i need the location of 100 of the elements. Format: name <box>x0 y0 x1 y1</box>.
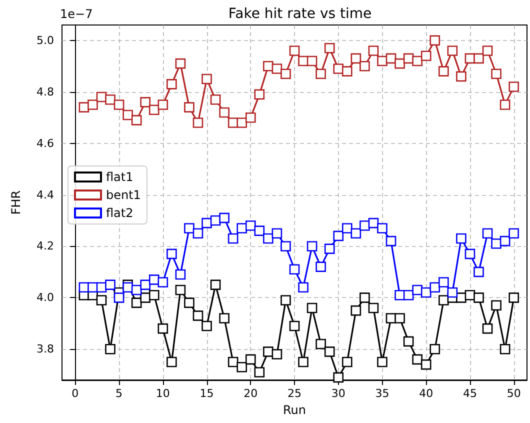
point <box>272 349 282 360</box>
y-tick-label: 4.6 <box>36 136 54 150</box>
point <box>316 338 326 350</box>
x-tick-label: 20 <box>244 387 258 400</box>
point <box>105 344 116 354</box>
point <box>474 53 484 64</box>
point <box>245 220 256 231</box>
y-tick-label: 4.4 <box>36 188 54 202</box>
point <box>350 53 362 64</box>
point <box>289 264 300 275</box>
point <box>394 58 405 69</box>
point <box>114 292 124 303</box>
x-tick-label: 45 <box>462 387 477 400</box>
point <box>377 223 388 234</box>
x-tick-label: 10 <box>156 387 170 400</box>
point <box>360 220 370 231</box>
point <box>289 320 300 332</box>
point <box>122 282 133 293</box>
point <box>333 64 344 74</box>
point <box>394 290 405 300</box>
point <box>474 292 484 303</box>
point <box>342 356 352 368</box>
point <box>114 100 124 110</box>
x-tick-label: 30 <box>331 387 346 400</box>
point <box>430 35 440 46</box>
point <box>420 287 432 298</box>
point <box>342 66 352 76</box>
point <box>192 228 204 239</box>
point <box>184 298 194 308</box>
x-tick-label: 5 <box>116 387 123 400</box>
point <box>412 56 422 66</box>
point <box>482 228 493 239</box>
point <box>263 61 274 72</box>
point <box>192 118 204 128</box>
point <box>210 280 221 290</box>
point <box>219 212 230 224</box>
point <box>482 46 493 56</box>
point <box>377 356 388 368</box>
chart-title: Fake hit rate vs time <box>228 6 372 22</box>
point <box>272 228 282 239</box>
point <box>202 320 212 332</box>
point <box>403 290 414 300</box>
point <box>280 68 291 80</box>
x-tick-label: 35 <box>375 387 390 400</box>
point <box>148 274 160 285</box>
point <box>158 323 168 334</box>
point <box>158 277 168 288</box>
point <box>184 223 194 234</box>
point <box>245 112 256 123</box>
point <box>324 244 335 254</box>
point <box>140 97 150 108</box>
point <box>316 68 326 80</box>
point <box>377 56 388 66</box>
point <box>88 282 98 293</box>
x-axis-title: Run <box>282 403 306 417</box>
point <box>333 372 344 383</box>
point <box>158 100 168 110</box>
legend-label: flat1 <box>106 170 134 184</box>
point <box>456 233 466 244</box>
point <box>368 302 379 314</box>
point <box>500 100 510 110</box>
point <box>438 66 449 76</box>
point <box>166 356 177 368</box>
point <box>148 290 160 300</box>
point <box>105 280 116 290</box>
point <box>403 336 414 347</box>
point <box>342 223 352 234</box>
point <box>175 269 186 280</box>
point <box>350 228 362 239</box>
point <box>272 64 282 74</box>
point <box>333 230 344 242</box>
point <box>491 300 502 311</box>
point <box>360 61 370 72</box>
point <box>148 104 160 116</box>
text: 1e−7 <box>60 7 93 21</box>
point <box>500 344 510 354</box>
point <box>360 292 370 303</box>
point <box>316 262 326 272</box>
y-axis-title: FHR <box>9 190 23 215</box>
point <box>263 233 274 244</box>
point <box>306 241 318 252</box>
point <box>500 236 510 246</box>
point <box>254 367 265 378</box>
point <box>184 102 194 112</box>
point <box>202 218 212 228</box>
point <box>175 58 186 69</box>
point <box>254 226 265 236</box>
point <box>491 238 502 249</box>
point <box>88 100 98 110</box>
point <box>438 277 449 288</box>
point <box>508 292 519 303</box>
point <box>96 295 107 306</box>
point <box>368 46 379 56</box>
point <box>324 43 335 54</box>
x-tick-label: 0 <box>72 387 79 400</box>
point <box>508 82 519 92</box>
point <box>166 79 177 90</box>
point <box>280 241 291 252</box>
point <box>420 50 432 62</box>
x-tick-label: 25 <box>288 387 302 400</box>
